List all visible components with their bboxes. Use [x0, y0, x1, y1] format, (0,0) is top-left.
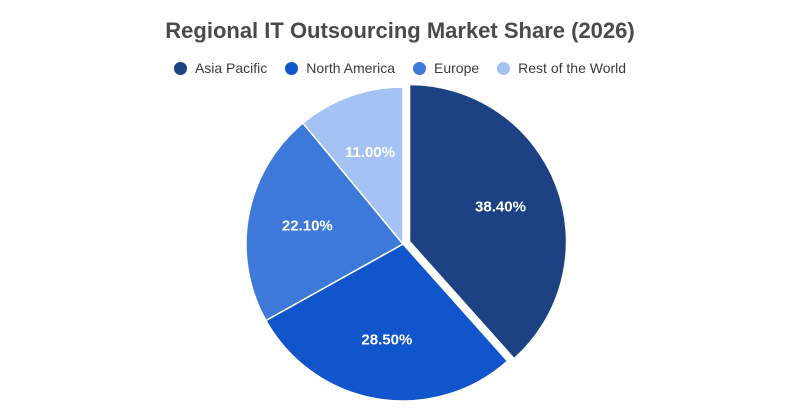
legend-swatch-north-america: [285, 61, 299, 75]
legend: Asia Pacific North America Europe Rest o…: [0, 60, 800, 76]
legend-swatch-rest-of-world: [497, 61, 511, 75]
slice-label-rest-of-the-world: 11.00%: [345, 144, 395, 161]
slice-label-europe: 22.10%: [282, 218, 333, 235]
pie-slice-rest-of-the-world[interactable]: [301, 86, 404, 247]
pie-slice-asia-pacific[interactable]: [408, 83, 568, 360]
slice-label-north-america: 28.50%: [361, 331, 412, 348]
legend-label-asia-pacific: Asia Pacific: [194, 60, 268, 76]
legend-item-europe[interactable]: Europe: [413, 60, 479, 76]
legend-item-rest-of-world[interactable]: Rest of the World: [497, 60, 626, 76]
chart-title: Regional IT Outsourcing Market Share (20…: [165, 18, 635, 43]
legend-swatch-europe: [413, 61, 426, 75]
pie-slice-europe[interactable]: [245, 121, 405, 322]
legend-label-rest-of-world: Rest of the World: [518, 60, 627, 76]
legend-item-asia-pacific[interactable]: Asia Pacific: [173, 60, 268, 76]
legend-label-europe: Europe: [434, 60, 480, 76]
legend-item-north-america[interactable]: North America: [285, 60, 395, 76]
slice-label-asia-pacific: 38.40%: [475, 198, 526, 215]
legend-swatch-asia-pacific: [173, 61, 187, 75]
pie-slice-north-america[interactable]: [264, 243, 509, 402]
legend-label-north-america: North America: [306, 60, 395, 76]
